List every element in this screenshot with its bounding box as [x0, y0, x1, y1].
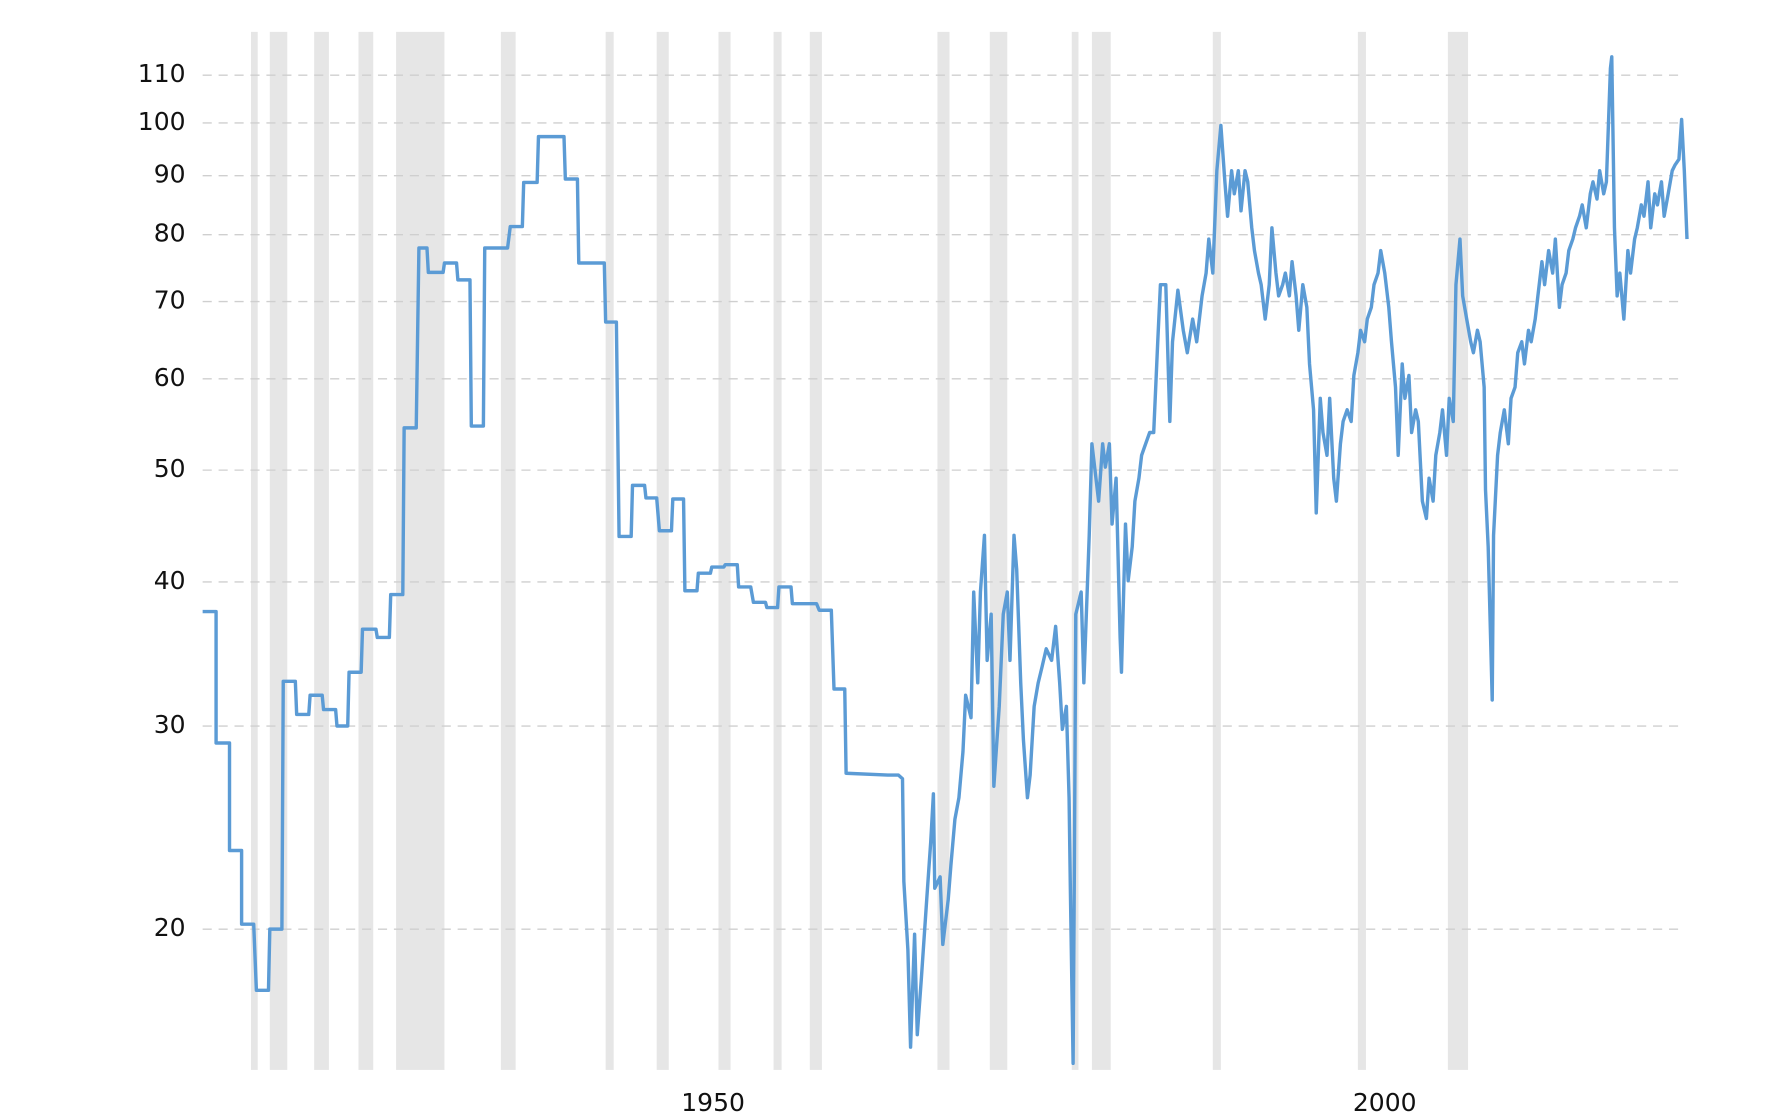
recession-band: [1212, 31, 1221, 1070]
y-tick-label: 90: [154, 160, 186, 189]
y-tick-label: 110: [138, 59, 186, 88]
y-tick-label: 70: [154, 286, 186, 315]
x-tick-label: 1950: [681, 1088, 745, 1117]
y-tick-label: 50: [154, 454, 186, 483]
recession-band: [937, 31, 950, 1070]
recession-band: [1357, 31, 1366, 1070]
recession-band: [773, 31, 782, 1070]
recession-band: [809, 31, 822, 1070]
price-line: [202, 55, 1689, 1066]
recession-band: [656, 31, 669, 1070]
y-tick-label: 40: [154, 566, 186, 595]
y-tick-label: 100: [138, 107, 186, 136]
x-tick-label: 2000: [1353, 1088, 1417, 1117]
recession-band: [1091, 31, 1111, 1070]
recession-band: [989, 31, 1008, 1070]
y-tick-label: 60: [154, 363, 186, 392]
y-tick-label: 30: [154, 710, 186, 739]
y-tick-label: 80: [154, 219, 186, 248]
recession-band: [718, 31, 731, 1070]
recession-band: [1071, 31, 1079, 1070]
recession-band: [1447, 31, 1469, 1070]
recession-band: [358, 31, 374, 1070]
recession-band: [605, 31, 614, 1070]
recession-band: [314, 31, 329, 1070]
y-tick-label: 20: [154, 913, 186, 942]
recession-band: [251, 31, 258, 1070]
recession-band: [269, 31, 288, 1070]
recession-band: [500, 31, 516, 1070]
